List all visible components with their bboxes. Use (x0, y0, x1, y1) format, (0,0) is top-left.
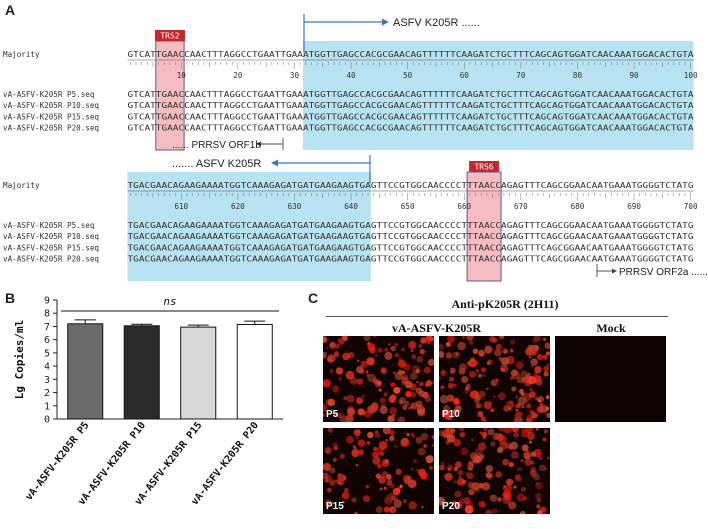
sequence-alignment: TRS2 Majority GTCATTGAACCAACTTTAGGCCTGAATT… (3, 14, 708, 282)
trs-label: TRS2 (160, 32, 179, 41)
orf-arrow-head (256, 141, 261, 147)
sequence-row: GTCATTGAACCAACTTTAGGCCTGAATTGAAATGGTTGAG… (128, 90, 695, 99)
ruler-label: 60 (460, 71, 470, 80)
majority-sequence: TGACGAACAGAAGAAAATGGTCAAAGAGATGATGAAGAAG… (128, 181, 695, 190)
y-tick-label: 0 (44, 415, 50, 426)
trs-label: TRS6 (474, 163, 493, 172)
sequence-name: vA-ASFV-K205R P5.seq (3, 90, 94, 99)
sequence-name: vA-ASFV-K205R P10.seq (3, 232, 99, 241)
orf-highlight (127, 172, 371, 281)
trs-box (155, 40, 185, 151)
orf-label: PRRSV ORF2a ...... (619, 267, 708, 278)
sequence-name: vA-ASFV-K205R P10.seq (3, 101, 99, 110)
ruler-label: 700 (684, 202, 698, 211)
significance-label: ns (163, 295, 176, 308)
sequence-name: vA-ASFV-K205R P15.seq (3, 112, 99, 121)
y-tick-label: 5 (44, 348, 50, 359)
trs-box (466, 171, 502, 282)
fluorescence-image-p5: P5 (323, 336, 434, 422)
y-tick-label: 8 (44, 309, 50, 320)
ruler-label: 670 (514, 202, 528, 211)
fluorescence-texture (323, 336, 434, 422)
image-label: P5 (326, 409, 339, 420)
majority-label: Majority (3, 50, 40, 59)
fluorescence-texture (439, 428, 550, 514)
ruler-label: 90 (629, 71, 639, 80)
y-tick-label: 9 (44, 296, 50, 307)
ruler-label: 50 (403, 71, 413, 80)
majority-sequence: GTCATTGAACCAACTTTAGGCCTGAATTGAAATGGTTGAG… (128, 50, 695, 59)
ruler-label: 80 (573, 71, 583, 80)
panel-b-letter: B (5, 290, 16, 306)
orf-arrow-head (612, 268, 617, 274)
panel-a-letter: A (5, 2, 16, 18)
bar (180, 326, 217, 420)
fluorescence-texture (323, 428, 434, 514)
fluorescence-image-p15: P15 (323, 428, 434, 514)
sequence-row: GTCATTGAACCAACTTTAGGCCTGAATTGAAATGGTTGAG… (128, 101, 695, 110)
ruler-label: 40 (346, 71, 356, 80)
fluorescence-image-p20: P20 (439, 428, 550, 514)
ruler-label: 70 (516, 71, 526, 80)
sequence-name: vA-ASFV-K205R P20.seq (3, 255, 99, 264)
gene-label: ....... ASFV K205R (172, 158, 261, 170)
orf-highlight (302, 41, 694, 150)
trs-badge (469, 161, 500, 172)
sequence-name: vA-ASFV-K205R P20.seq (3, 124, 99, 133)
majority-label: Majority (3, 181, 40, 190)
copies-bar-chart: 0 1 2 3 4 5 6 7 8 9 Lg Copies/ml vA-ASFV-K205R P5 vA… (13, 295, 283, 508)
sequence-row: GTCATTGAACCAACTTTAGGCCTGAATTGAAATGGTTGAG… (128, 124, 695, 133)
ruler-label: 660 (457, 202, 471, 211)
orf-label: ...... PRRSV ORF1b (172, 140, 261, 151)
sequence-row: GTCATTGAACCAACTTTAGGCCTGAATTGAAATGGTTGAG… (128, 112, 695, 121)
panel-c-letter: C (308, 290, 319, 306)
sequence-row: TGACGAACAGAAGAAAATGGTCAAAGAGATGATGAAGAAG… (128, 221, 695, 230)
antibody-underline (326, 316, 668, 317)
ruler-label: 100 (684, 71, 698, 80)
ruler-label: 680 (571, 202, 585, 211)
image-label: P10 (442, 409, 460, 420)
y-tick-label: 7 (44, 322, 50, 333)
gene-arrow-head (382, 18, 389, 26)
antibody-label: Anti-pK205R (2H11) (451, 297, 559, 311)
sequence-row: TGACGAACAGAAGAAAATGGTCAAAGAGATGATGAAGAAG… (128, 243, 695, 252)
sequence-name: vA-ASFV-K205R P15.seq (3, 243, 99, 252)
ruler-label: 10 (177, 71, 187, 80)
x-tick-label: vA-ASFV-K205R P5 (24, 420, 92, 503)
y-tick-label: 4 (44, 362, 50, 373)
ruler-label: 630 (288, 202, 302, 211)
fluorescence-image-mock (555, 336, 666, 422)
image-label: P15 (326, 501, 344, 512)
bar (123, 325, 160, 420)
virus-group-label: vA-ASFV-K205R (391, 321, 482, 335)
gene-arrow-head (271, 159, 278, 167)
bar (236, 323, 273, 420)
ruler-label: 30 (290, 71, 300, 80)
y-axis-label: Lg Copies/ml (13, 320, 26, 399)
y-tick-label: 1 (44, 401, 50, 412)
bar (67, 323, 104, 420)
fluorescence-texture (439, 336, 550, 422)
x-tick-label: vA-ASFV-K205R P20 (189, 420, 261, 507)
y-tick-label: 6 (44, 335, 50, 346)
sequence-row: TGACGAACAGAAGAAAATGGTCAAAGAGATGATGAAGAAG… (128, 232, 695, 241)
ruler-label: 690 (627, 202, 641, 211)
sequence-row: TGACGAACAGAAGAAAATGGTCAAAGAGATGATGAAGAAG… (128, 255, 695, 264)
ruler-label: 640 (344, 202, 358, 211)
fluorescence-image-p10: P10 (439, 336, 550, 422)
sequence-name: vA-ASFV-K205R P5.seq (3, 221, 94, 230)
y-tick-label: 3 (44, 375, 50, 386)
ruler-label: 20 (233, 71, 243, 80)
mock-group-label: Mock (596, 321, 626, 335)
image-label: P20 (442, 501, 460, 512)
trs-badge (154, 30, 185, 41)
ruler-label: 610 (174, 202, 188, 211)
gene-label: ASFV K205R ...... (393, 17, 480, 29)
ruler-label: 620 (231, 202, 245, 211)
ruler-label: 650 (401, 202, 415, 211)
y-tick-label: 2 (44, 388, 50, 399)
